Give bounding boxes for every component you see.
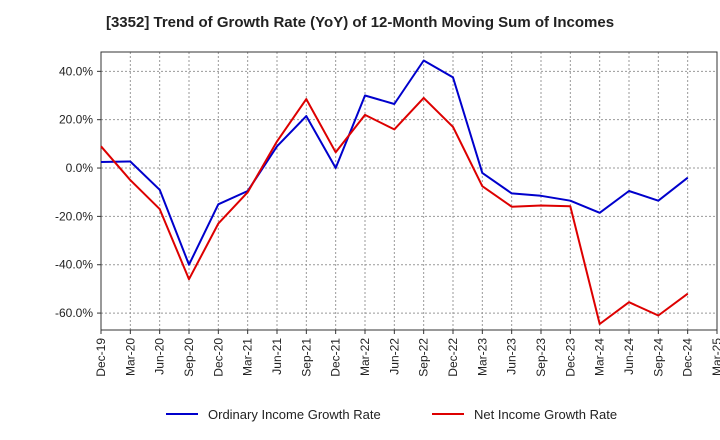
x-tick-label: Jun-20 xyxy=(153,338,167,375)
x-tick-label: Sep-22 xyxy=(417,338,431,377)
y-tick-label: 20.0% xyxy=(59,113,93,127)
x-tick-label: Dec-19 xyxy=(94,338,108,377)
plot-frame xyxy=(100,51,718,331)
series-lines xyxy=(100,59,689,325)
x-tick-label: Dec-23 xyxy=(563,338,577,377)
x-tick-label: Jun-21 xyxy=(270,338,284,375)
x-tick-label: Sep-24 xyxy=(651,338,665,377)
x-tick-label: Dec-20 xyxy=(211,338,225,377)
series-line xyxy=(100,59,689,266)
chart-title: [3352] Trend of Growth Rate (YoY) of 12-… xyxy=(105,14,615,31)
legend-label: Ordinary Income Growth Rate xyxy=(208,407,381,422)
x-tick-label: Sep-21 xyxy=(299,338,313,377)
y-tick-label: 40.0% xyxy=(59,64,93,78)
series-line xyxy=(100,96,689,325)
x-tick-label: Sep-23 xyxy=(534,338,548,377)
x-tick-label: Sep-20 xyxy=(182,338,196,377)
y-tick-label: 0.0% xyxy=(66,161,94,175)
x-axis: Dec-19 Mar-20 Jun-20 Sep-20 Dec-20 Mar-21 Jun-… xyxy=(94,330,720,377)
y-tick-label: -60.0% xyxy=(55,306,93,320)
x-tick-label: Jun-22 xyxy=(387,338,401,375)
x-tick-label: Mar-22 xyxy=(358,338,372,376)
y-axis: 40.0% 20.0% 0.0% -20.0% -40.0% -60.0% xyxy=(55,64,101,320)
y-tick-label: -40.0% xyxy=(55,258,93,272)
x-tick-label: Dec-22 xyxy=(446,338,460,377)
y-tick-label: -20.0% xyxy=(55,209,93,223)
x-tick-label: Mar-21 xyxy=(241,338,255,376)
x-tick-label: Jun-24 xyxy=(622,338,636,375)
x-tick-label: Mar-24 xyxy=(593,338,607,376)
legend: Ordinary Income Growth Rate Net Income Gr… xyxy=(166,407,617,422)
legend-label: Net Income Growth Rate xyxy=(474,407,617,422)
x-tick-label: Mar-20 xyxy=(123,338,137,376)
plot-area xyxy=(101,52,717,330)
x-tick-label: Mar-25 xyxy=(710,338,720,376)
x-tick-label: Jun-23 xyxy=(505,338,519,375)
x-tick-label: Dec-24 xyxy=(681,338,695,377)
x-tick-label: Mar-23 xyxy=(475,338,489,376)
x-tick-label: Dec-21 xyxy=(329,338,343,377)
